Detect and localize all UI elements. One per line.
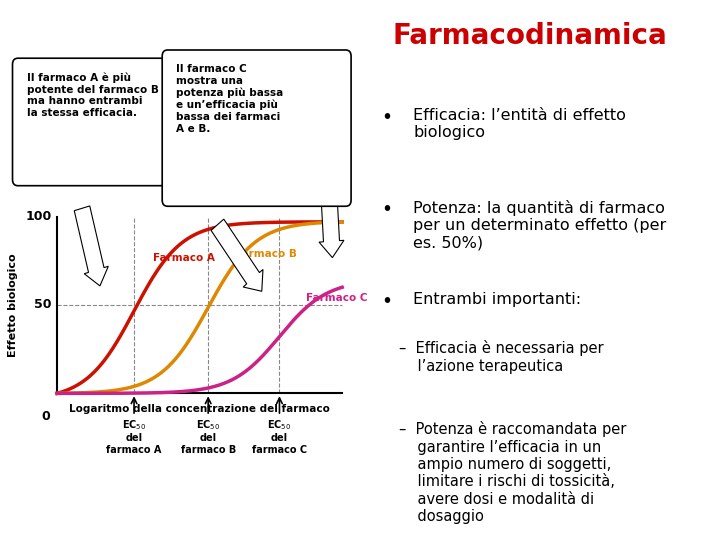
Text: Il farmaco A è più
potente del farmaco B
ma hanno entrambi
la stessa efficacia.: Il farmaco A è più potente del farmaco B…	[27, 72, 158, 118]
Text: •: •	[382, 108, 392, 127]
Text: Farmacodinamica: Farmacodinamica	[392, 22, 667, 50]
FancyArrow shape	[74, 206, 108, 286]
Text: EC$_{50}$
del
farmaco A: EC$_{50}$ del farmaco A	[107, 418, 162, 455]
Text: –  Efficacia è necessaria per
    l’azione terapeutica: – Efficacia è necessaria per l’azione te…	[399, 340, 604, 374]
Text: •: •	[382, 200, 392, 219]
Text: Effetto biologico: Effetto biologico	[7, 253, 17, 357]
Text: 0: 0	[41, 410, 50, 423]
Text: •: •	[382, 292, 392, 310]
Text: –  Potenza è raccomandata per
    garantire l’efficacia in un
    ampio numero d: – Potenza è raccomandata per garantire l…	[399, 421, 626, 524]
FancyBboxPatch shape	[162, 50, 351, 206]
Text: Farmaco B: Farmaco B	[235, 249, 297, 259]
FancyBboxPatch shape	[12, 58, 166, 186]
Text: Potenza: la quantità di farmaco
per un determinato effetto (per
es. 50%): Potenza: la quantità di farmaco per un d…	[413, 200, 667, 251]
Text: Logaritmo della concentrazione del farmaco: Logaritmo della concentrazione del farma…	[69, 404, 330, 414]
Text: Entrambi importanti:: Entrambi importanti:	[413, 292, 582, 307]
FancyArrow shape	[211, 219, 263, 291]
Text: Efficacia: l’entità di effetto
biologico: Efficacia: l’entità di effetto biologico	[413, 108, 626, 140]
Text: Farmaco A: Farmaco A	[153, 253, 215, 263]
Text: Il farmaco C
mostra una
potenza più bassa
e un’efficacia più
bassa dei farmaci
A: Il farmaco C mostra una potenza più bass…	[176, 64, 284, 133]
FancyArrow shape	[319, 175, 344, 258]
Text: Farmaco C: Farmaco C	[306, 293, 367, 303]
Text: 50: 50	[35, 299, 52, 312]
Text: EC$_{50}$
del
farmaco C: EC$_{50}$ del farmaco C	[252, 418, 307, 455]
Text: 100: 100	[25, 210, 52, 223]
Text: EC$_{50}$
del
farmaco B: EC$_{50}$ del farmaco B	[181, 418, 235, 455]
